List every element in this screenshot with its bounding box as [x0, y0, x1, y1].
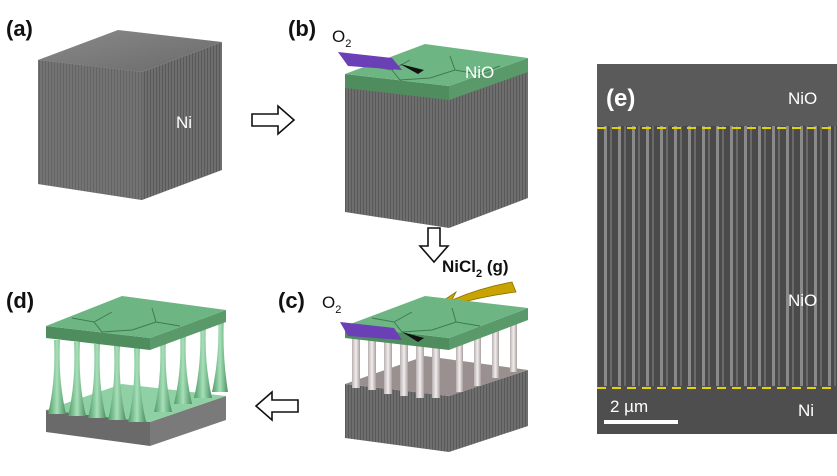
panel-a-label: (a)	[6, 16, 33, 41]
ni-bottom-label: Ni	[798, 401, 814, 420]
o2-label-b: O2	[332, 27, 351, 50]
nio-top-surface	[345, 44, 528, 86]
nio-side-edge-d	[150, 310, 226, 350]
nio-front-edge-d	[46, 326, 150, 350]
nio-side-edge-c	[449, 308, 528, 350]
oxidized-cube	[345, 44, 528, 228]
nio-middle-label: NiO	[788, 291, 817, 310]
nio-pillars	[352, 318, 517, 398]
arrow-left-icon	[254, 390, 299, 422]
etched-cube	[345, 296, 528, 452]
arrow-right-icon	[251, 104, 296, 136]
o2-label-c: O2	[322, 293, 341, 316]
panel-b: (b) O2 NiO	[288, 16, 528, 228]
nicl2-label: NiCl2 (g)	[442, 257, 509, 280]
panel-a: (a) Ni	[6, 16, 222, 200]
panel-e-label: (e)	[606, 85, 635, 112]
nio-branches	[48, 316, 228, 422]
panel-d: (d)	[6, 288, 228, 446]
nio-top-surface-d	[46, 296, 226, 338]
nio-side-edge	[449, 58, 528, 100]
cube-top-face	[38, 30, 222, 72]
nio-top-surface-c	[345, 296, 528, 338]
sem-bottom-layer	[597, 386, 837, 434]
nio-top-label: NiO	[788, 89, 817, 108]
panel-c: (c) O2	[278, 288, 528, 452]
scale-bar	[604, 420, 678, 424]
metal-front-face	[345, 86, 449, 228]
panel-c-label: (c)	[278, 288, 305, 313]
nio-front-edge	[345, 74, 449, 100]
metal-base-side-d	[150, 396, 226, 446]
panel-b-label: (b)	[288, 16, 316, 41]
metal-base-front	[345, 384, 449, 452]
panel-d-label: (d)	[6, 288, 34, 313]
nickel-cube	[38, 30, 222, 200]
metal-base-side	[449, 370, 528, 452]
metal-side-face	[449, 70, 528, 228]
sem-top-layer	[597, 64, 837, 126]
oxygen-arrow	[400, 64, 424, 74]
oxygen-arrow-c	[402, 332, 424, 342]
nio-label-b: NiO	[465, 63, 494, 82]
porous-nio-structure	[46, 296, 228, 446]
ni-label: Ni	[176, 113, 192, 132]
arrow-down-icon	[418, 227, 450, 264]
panel-e-sem-image: (e) NiO NiO Ni 2 µm	[597, 64, 837, 434]
cube-side-face	[142, 42, 222, 200]
oxygen-strip	[338, 52, 402, 70]
scale-bar-label: 2 µm	[610, 397, 648, 416]
oxygen-strip-c	[340, 322, 402, 340]
